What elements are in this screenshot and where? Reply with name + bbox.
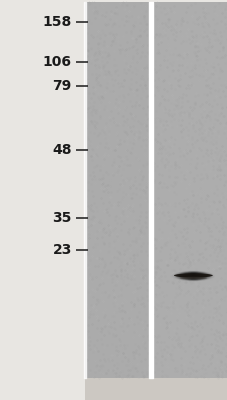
Ellipse shape [185, 273, 200, 279]
Ellipse shape [179, 277, 206, 279]
Ellipse shape [188, 274, 197, 278]
Bar [151, 2, 227, 378]
Ellipse shape [182, 272, 203, 280]
Text: 79: 79 [52, 79, 72, 93]
Ellipse shape [189, 274, 196, 278]
Ellipse shape [178, 272, 207, 280]
Bar [85, 2, 151, 378]
Ellipse shape [187, 273, 198, 279]
Bar [85, 378, 227, 400]
Ellipse shape [173, 271, 212, 281]
Text: 48: 48 [52, 143, 72, 157]
Ellipse shape [179, 272, 206, 280]
Text: 23: 23 [52, 243, 72, 257]
Ellipse shape [181, 272, 204, 280]
Ellipse shape [175, 271, 210, 281]
Ellipse shape [191, 274, 194, 278]
Ellipse shape [172, 271, 213, 281]
Ellipse shape [186, 273, 199, 279]
Ellipse shape [183, 273, 202, 279]
Ellipse shape [190, 274, 195, 278]
Ellipse shape [180, 272, 205, 280]
Text: 35: 35 [52, 211, 72, 225]
Ellipse shape [177, 272, 208, 280]
Ellipse shape [174, 271, 211, 281]
Text: 158: 158 [42, 15, 72, 29]
Text: 106: 106 [43, 55, 72, 69]
Ellipse shape [173, 273, 212, 278]
